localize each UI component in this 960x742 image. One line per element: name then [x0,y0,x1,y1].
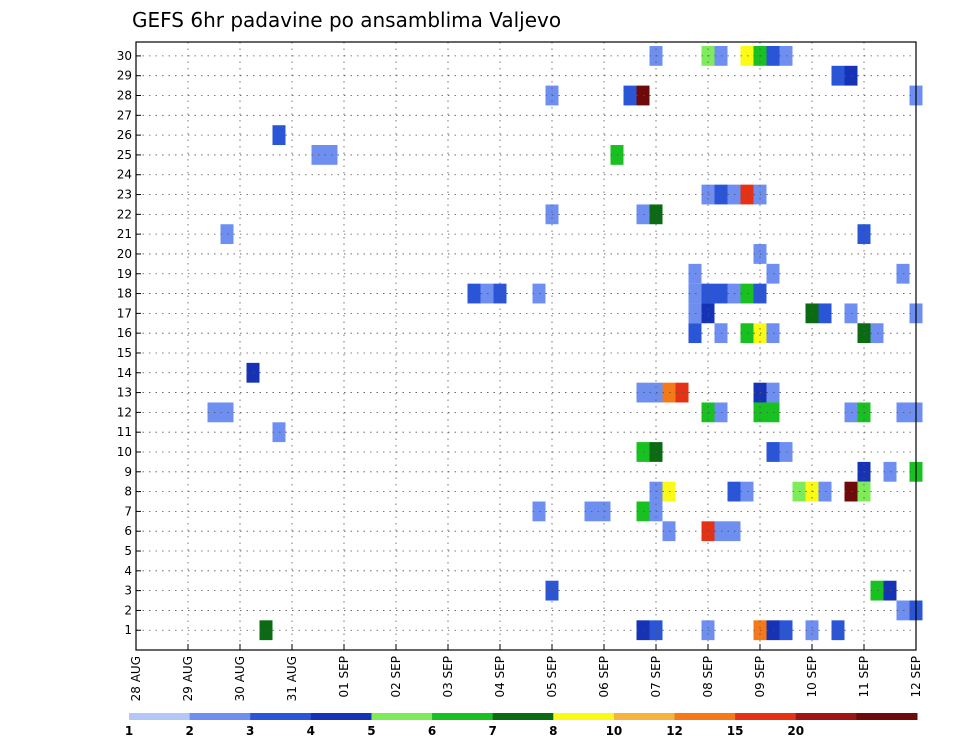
y-tick-label: 30 [117,49,132,63]
y-tick-label: 2 [124,603,132,617]
legend-swatch [432,713,494,720]
legend-swatch [250,713,312,720]
legend-swatch [129,713,191,720]
y-tick-label: 3 [124,584,132,598]
legend-label: 5 [367,724,375,738]
y-tick-label: 24 [117,168,132,182]
x-tick-label: 28 AUG [129,656,143,701]
x-tick-label: 08 SEP [701,656,715,698]
legend-swatch [310,713,372,720]
legend-label: 1 [125,724,133,738]
x-tick-label: 10 SEP [805,656,819,698]
x-axis: 28 AUG 29 AUG 30 AUG 31 AUG 01 SEP 02 SEP 03 S… [129,644,923,701]
y-tick-label: 13 [117,386,132,400]
legend-swatch [553,713,615,720]
plot-frame [135,41,917,651]
y-axis: 1234567891011121314151617181920212223242… [117,49,141,637]
legend-label: 12 [666,724,683,738]
x-tick-label: 30 AUG [233,656,247,701]
legend-swatch [735,713,797,720]
legend-swatch [856,713,918,720]
y-tick-label: 25 [117,148,132,162]
y-tick-label: 4 [124,564,132,578]
y-tick-label: 7 [124,504,132,518]
legend-label: 2 [185,724,193,738]
y-tick-label: 16 [117,326,132,340]
color-legend: 1 2 3 4 5 6 7 8 10 12 15 20 [125,713,918,738]
legend-label: 8 [549,724,557,738]
x-tick-label: 03 SEP [441,656,455,698]
x-tick-label: 29 AUG [181,656,195,701]
legend-label: 6 [428,724,436,738]
x-tick-label: 09 SEP [753,656,767,698]
grid-lines [136,42,916,650]
x-tick-label: 12 SEP [909,656,923,698]
y-tick-label: 15 [117,346,132,360]
y-tick-label: 19 [117,267,132,281]
y-tick-label: 29 [117,69,132,83]
y-tick-label: 6 [124,524,132,538]
legend-label: 3 [246,724,254,738]
legend-label: 4 [307,724,315,738]
legend-label: 20 [787,724,804,738]
y-tick-label: 26 [117,128,132,142]
x-tick-label: 02 SEP [389,656,403,698]
x-tick-label: 01 SEP [337,656,351,698]
y-tick-label: 14 [117,366,132,380]
y-tick-label: 12 [117,405,132,419]
y-tick-label: 5 [124,544,132,558]
legend-label: 15 [727,724,744,738]
y-tick-label: 10 [117,445,132,459]
y-tick-label: 21 [117,227,132,241]
y-tick-label: 28 [117,89,132,103]
legend-label: 10 [606,724,623,738]
y-tick-label: 11 [117,425,132,439]
legend-swatch [674,713,736,720]
legend-swatch [795,713,857,720]
x-tick-label: 11 SEP [857,656,871,698]
x-tick-label: 07 SEP [649,656,663,698]
x-tick-label: 05 SEP [545,656,559,698]
y-tick-label: 9 [124,465,132,479]
y-tick-label: 23 [117,188,132,202]
x-tick-label: 04 SEP [493,656,507,698]
y-tick-label: 22 [117,207,132,221]
y-tick-label: 20 [117,247,132,261]
y-tick-label: 18 [117,287,132,301]
legend-label: 7 [489,724,497,738]
y-tick-label: 8 [124,485,132,499]
chart-title: GEFS 6hr padavine po ansamblima Valjevo [132,8,561,32]
legend-swatch [189,713,251,720]
y-tick-label: 17 [117,306,132,320]
legend-swatch [613,713,676,720]
y-tick-label: 1 [124,623,132,637]
y-tick-label: 27 [117,108,132,122]
x-tick-label: 31 AUG [285,656,299,701]
x-tick-label: 06 SEP [597,656,611,698]
legend-swatch [371,713,433,720]
legend-swatch [492,713,554,720]
